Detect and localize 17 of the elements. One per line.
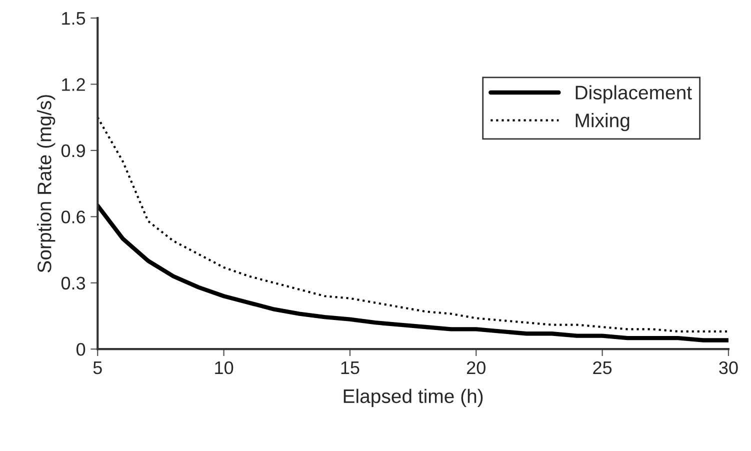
line-series xyxy=(98,204,728,342)
y-tick-label: 1.2 xyxy=(62,78,85,91)
legend-label: Displacement xyxy=(576,85,692,104)
y-tick-label: 1.5 xyxy=(62,12,86,25)
legend-label: Mixing xyxy=(576,113,630,132)
y-tick-label: 0.3 xyxy=(61,276,86,290)
x-tick-label: 10 xyxy=(215,361,234,374)
y-tick-label: 0.6 xyxy=(61,210,86,224)
x-tick-label: 25 xyxy=(593,361,612,374)
x-axis-title: Elapsed time (h) xyxy=(344,388,483,407)
y-tick-label: 0.9 xyxy=(61,144,85,158)
x-tick-label: 5 xyxy=(93,362,102,374)
y-axis-title: Sorption Rate (mg/s) xyxy=(37,95,56,272)
x-tick-label: 30 xyxy=(719,361,738,374)
x-tick-label: 20 xyxy=(467,361,486,374)
y-tick-label: 0 xyxy=(76,343,86,356)
x-tick-label: 15 xyxy=(341,362,360,374)
